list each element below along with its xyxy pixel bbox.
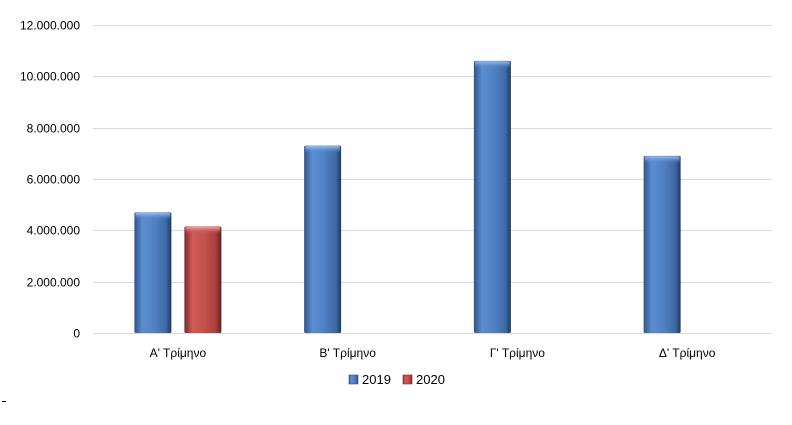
- bar-2020-1: [184, 226, 222, 333]
- y-tick-label: 6.000.000: [27, 173, 81, 187]
- bar-2019-3: [473, 60, 511, 333]
- y-tick-label: 2.000.000: [27, 276, 81, 290]
- y-tick-label: 8.000.000: [27, 122, 81, 136]
- legend-swatch: [348, 374, 359, 385]
- x-tick-label: Α' Τρίμηνο: [150, 346, 207, 360]
- bars: [134, 60, 681, 333]
- legend-label: 2019: [362, 372, 391, 387]
- x-tick-label: Γ' Τρίμηνο: [490, 346, 545, 360]
- x-axis: Α' Τρίμηνο Β' Τρίμηνο Γ' Τρίμηνο Δ' Τρίμηνο: [93, 333, 772, 360]
- y-tick-label: 0: [73, 327, 80, 341]
- legend: 2019 2020: [348, 372, 445, 387]
- y-tick-label: 10.000.000: [20, 70, 80, 84]
- corner-mark: [2, 401, 6, 402]
- y-tick-label: 12.000.000: [20, 19, 80, 33]
- bar-2019-2: [304, 145, 342, 333]
- legend-item-2019: 2019: [348, 372, 391, 387]
- y-axis-tick-labels: 0 2.000.000 4.000.000 6.000.000 8.000.000 10.…: [20, 19, 80, 341]
- x-tick-label: Δ' Τρίμηνο: [659, 346, 716, 360]
- legend-swatch: [402, 374, 413, 385]
- legend-label: 2020: [416, 372, 445, 387]
- x-tick-label: Β' Τρίμηνο: [319, 346, 376, 360]
- y-tick-label: 4.000.000: [27, 224, 81, 238]
- bar-2019-4: [643, 155, 681, 333]
- bar-2019-1: [134, 212, 172, 333]
- legend-item-2020: 2020: [402, 372, 445, 387]
